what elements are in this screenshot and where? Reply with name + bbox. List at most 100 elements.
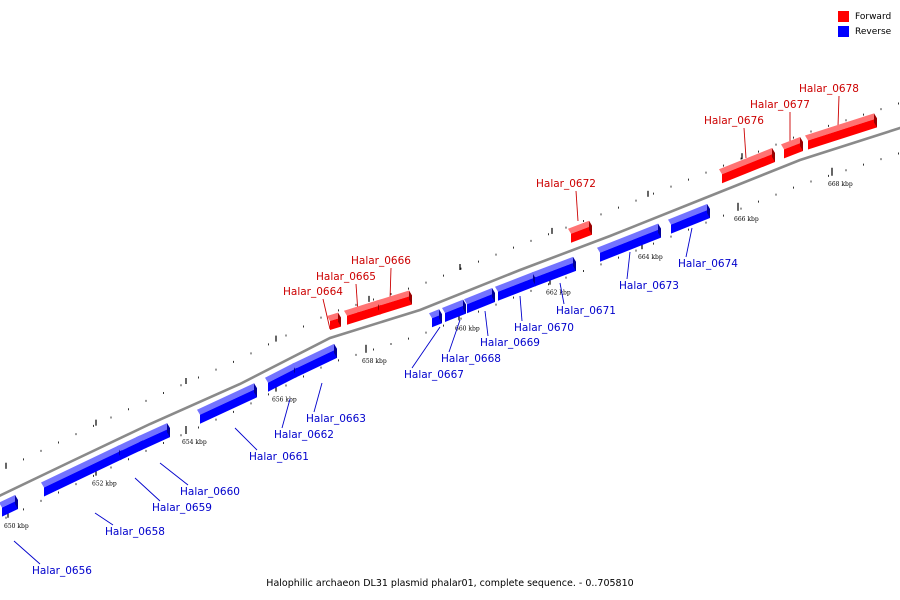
gene-label[interactable]: Halar_0665 [316,271,376,283]
leader-line [685,227,693,258]
gene-front-face [200,388,257,424]
legend-item-forward: Forward [838,9,891,24]
gene-label[interactable]: Halar_0670 [514,322,574,334]
gene-label[interactable]: Halar_0661 [249,451,309,463]
sequence-caption: Halophilic archaeon DL31 plasmid phalar0… [266,578,634,589]
tick-label: 654 kbp [182,439,207,446]
leader-line [134,477,161,502]
gene-halar-0663[interactable] [292,343,337,378]
gene-halar-0661[interactable] [197,383,257,424]
gene-labels: Halar_0656 Halar_0658 Halar_0659 Halar_0660… [32,83,859,577]
gene-label[interactable]: Halar_0656 [32,565,92,577]
gene-top-face [719,148,775,175]
leader-line [743,127,747,159]
reverse-swatch [838,26,849,37]
gene-top-face [464,288,495,305]
gene-label[interactable]: Halar_0664 [283,286,343,298]
gene-halar-0669[interactable] [464,288,495,314]
gene-halar-0673[interactable] [597,223,661,262]
gene-label[interactable]: Halar_0663 [306,413,366,425]
gene-halar-0664[interactable] [327,312,341,330]
tick-label: 658 kbp [362,358,387,365]
tick-label: 668 kbp [828,181,853,188]
leader-line [575,190,579,222]
leader-line [411,326,441,369]
gene-top-face [532,256,576,278]
gene-label[interactable]: Halar_0662 [274,429,334,441]
gene-top-face [495,271,536,292]
gene-top-face [597,223,661,253]
gene-end-face [589,220,592,235]
gene-label[interactable]: Halar_0671 [556,305,616,317]
gene-front-face [600,228,661,262]
gene-front-face [44,450,122,497]
tick-label: 660 kbp [455,325,480,332]
gene-halar-0666[interactable] [376,290,412,315]
gene-label[interactable]: Halar_0659 [152,502,212,514]
gene-halar-0662[interactable] [265,362,297,392]
leader-line [313,382,323,413]
legend-label-forward: Forward [855,11,892,22]
gene-halar-0665[interactable] [344,300,381,325]
leader-line [559,282,565,305]
gene-label[interactable]: Halar_0668 [441,353,501,365]
gene-front-face [295,348,337,378]
gene-top-face [781,137,803,150]
gene-halar-0677[interactable] [781,137,803,159]
gene-label[interactable]: Halar_0674 [678,258,738,270]
gene-end-face [658,223,661,238]
gene-end-face [254,383,257,398]
gene-halar-0676[interactable] [719,148,775,184]
gene-front-face [379,295,412,315]
gene-halar-0678[interactable] [805,113,877,150]
leader-line [13,540,41,565]
gene-halar-0672[interactable] [568,220,592,243]
gene-top-face [117,435,143,452]
leader-line [484,310,489,337]
leader-line [322,298,331,330]
gene-top-face [327,312,341,321]
gene-halar-0671[interactable] [532,256,576,287]
gene-end-face [167,423,170,438]
gene-top-face [805,113,877,141]
gene-top-face [197,383,257,415]
gene-end-face [409,290,412,305]
gene-front-face [671,209,710,234]
minor-ticks [5,102,899,519]
gene-halar-0660[interactable] [136,423,170,452]
gene-halar-0667[interactable] [429,309,442,328]
legend-item-reverse: Reverse [838,24,891,39]
gene-end-face [772,148,775,162]
gene-label[interactable]: Halar_0673 [619,280,679,292]
gene-halar-0656[interactable] [0,494,18,517]
gene-label[interactable]: Halar_0666 [351,255,411,267]
gene-features [0,113,877,517]
gene-label[interactable]: Halar_0678 [799,83,859,95]
gene-halar-0668[interactable] [442,299,466,322]
gene-front-face [120,440,143,461]
gene-label[interactable]: Halar_0669 [480,337,540,349]
forward-swatch [838,11,849,22]
gene-front-face [722,153,775,184]
gene-top-face [568,220,592,234]
gene-top-face [442,299,466,313]
gene-front-face [347,305,381,325]
gene-label[interactable]: Halar_0660 [180,486,240,498]
gene-label[interactable]: Halar_0658 [105,526,165,538]
gene-label[interactable]: Halar_0672 [536,178,596,190]
tick-label: 666 kbp [734,216,759,223]
gene-halar-0674[interactable] [668,204,710,234]
gene-label[interactable]: Halar_0677 [750,99,810,111]
legend: Forward Reverse [838,9,891,39]
leader-line [234,427,258,451]
gene-end-face [707,204,710,218]
major-ticks [5,153,833,518]
gene-front-face [808,118,877,150]
gene-label[interactable]: Halar_0667 [404,369,464,381]
gene-front-face [498,276,536,301]
gene-front-face [571,225,592,243]
tick-label: 656 kbp [272,397,297,404]
leader-line [94,512,114,526]
gene-label[interactable]: Halar_0676 [704,115,764,127]
